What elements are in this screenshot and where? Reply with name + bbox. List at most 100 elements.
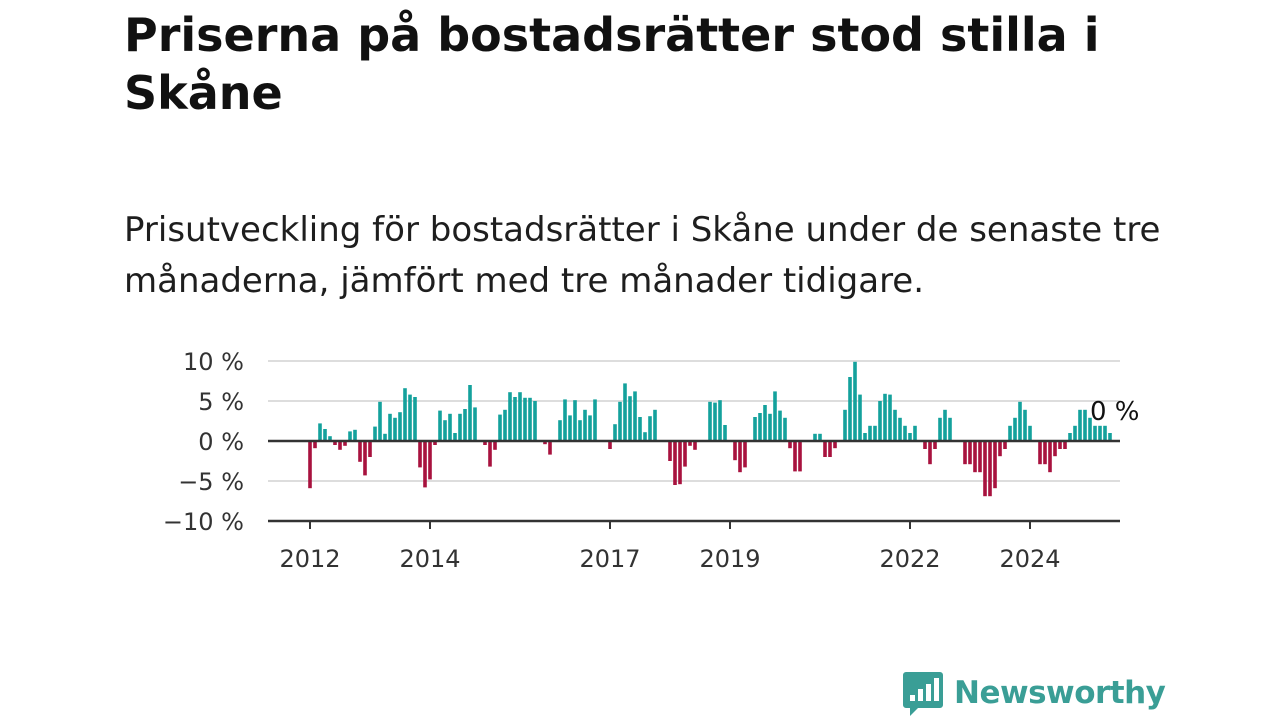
bar-positive [888,394,892,441]
bar-positive [383,433,387,441]
bar-negative [923,441,927,449]
bar-positive [708,401,712,441]
bar-negative [1063,441,1067,449]
bar-positive [408,394,412,441]
bar-positive [508,392,512,441]
bar-positive [503,409,507,441]
bar-positive [648,416,652,441]
bar-negative [358,441,362,462]
bar-positive [868,425,872,441]
bar-positive [398,412,402,441]
bar-positive [818,433,822,441]
bar-positive [1098,425,1102,441]
bar-positive [1068,433,1072,441]
bar-positive [613,424,617,441]
bar-positive [373,426,377,441]
bar-positive [1028,425,1032,441]
bar-negative [673,441,677,485]
y-tick-label: −10 % [163,508,244,536]
y-axis-tick-labels: 10 % 5 % 0 % −5 % −10 % [163,348,244,536]
bar-positive [753,417,757,441]
bar-negative [968,441,972,465]
bar-negative [998,441,1002,457]
bar-positive [1083,409,1087,441]
bar-negative [743,441,747,468]
bar-positive [588,415,592,441]
bar-negative [828,441,832,457]
bar-positive [1108,433,1112,441]
bar-positive [443,420,447,441]
bar-positive [328,436,332,441]
bar-positive [1093,425,1097,441]
bar-negative [978,441,982,473]
bar-negative [1048,441,1052,473]
bar-negative [833,441,837,449]
bar-positive [438,410,442,441]
bar-positive [858,394,862,441]
x-axis-ticks: 2012 2014 2017 2019 2022 2024 [279,521,1061,573]
bar-positive [948,417,952,441]
bar-positive [873,425,877,441]
bar-positive [773,391,777,441]
bar-positive [318,423,322,441]
bar-negative [788,441,792,449]
bar-positive [643,432,647,441]
bar-negative [988,441,992,497]
bar-positive [323,429,327,441]
bar-negative [678,441,682,485]
bar-positive [353,429,357,441]
bar-positive [758,413,762,441]
y-tick-label: 0 % [198,428,244,456]
bar-positive [468,385,472,441]
bar-negative [313,441,317,449]
bar-negative [1053,441,1057,457]
bar-positive [403,388,407,441]
bar-positive [723,425,727,441]
bar-positive [348,431,352,441]
brand-name: Newsworthy [954,675,1166,711]
bar-negative [973,441,977,473]
bar-negative [688,441,692,446]
bar-positive [1023,409,1027,441]
bar-positive [448,413,452,441]
bar-positive [458,413,462,441]
bar-positive [378,401,382,441]
bar-positive [1073,425,1077,441]
bar-negative [488,441,492,467]
bar-positive [568,415,572,441]
bar-positive [853,361,857,441]
bar-negative [1038,441,1042,465]
bar-negative [733,441,737,461]
bar-positive [518,392,522,441]
bar-negative [793,441,797,472]
bar-chart-speech-bubble-icon [903,672,943,716]
bar-positive [523,397,527,441]
bar-positive [1018,401,1022,441]
bar-positive [1013,417,1017,441]
bar-positive [848,377,852,441]
bar-negative [483,441,487,445]
bar-positive [638,417,642,441]
bar-positive [1008,425,1012,441]
bar-negative [933,441,937,449]
latest-value-label: 0 % [1090,397,1140,427]
bar-positive [528,397,532,441]
bar-negative [1043,441,1047,465]
x-tick-label: 2017 [579,545,640,573]
bar-positive [623,383,627,441]
bar-positive [778,410,782,441]
bar-positive [653,409,657,441]
bar-positive [453,433,457,441]
bar-negative [433,441,437,445]
bar-positive [1103,425,1107,441]
bar-positive [558,420,562,441]
bar-negative [683,441,687,467]
bar-negative [1003,441,1007,449]
bar-positive [463,409,467,441]
bar-positive [883,393,887,441]
bar-positive [908,433,912,441]
bar-positive [913,425,917,441]
chart-subtitle: Prisutveckling för bostadsrätter i Skåne… [124,210,1161,301]
bar-positive [393,417,397,441]
x-tick-label: 2014 [399,545,460,573]
